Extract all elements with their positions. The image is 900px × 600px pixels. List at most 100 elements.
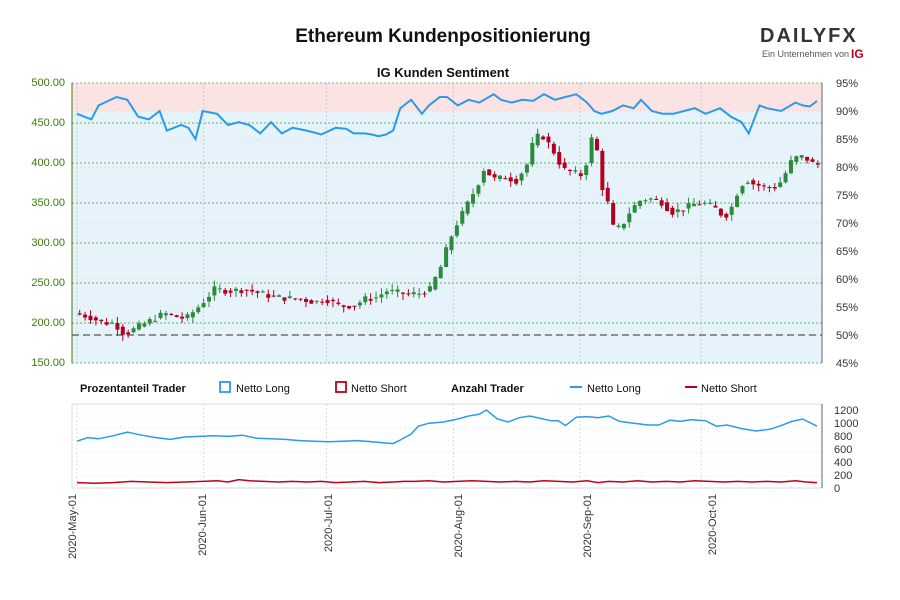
y-axis-left: 500.00 450.00 400.00 350.00 300.00 250.0…: [31, 77, 65, 369]
candle-body: [621, 223, 626, 229]
candle-body: [594, 139, 599, 151]
y2-tick-label: 95%: [836, 78, 858, 90]
legend: Prozentanteil Trader Netto Long Netto Sh…: [80, 381, 757, 395]
candle-body: [627, 213, 632, 223]
candle-body: [778, 182, 783, 187]
candle-body: [250, 289, 255, 292]
candle-body: [427, 286, 432, 292]
count-grid: [72, 404, 822, 489]
candle-body: [799, 155, 804, 158]
y-tick-label: 450.00: [31, 117, 65, 129]
candle-body: [691, 203, 696, 207]
candle-body: [745, 182, 750, 184]
candle-body: [729, 206, 734, 215]
y-tick-label: 250.00: [31, 277, 65, 289]
candle-body: [384, 291, 389, 295]
candle-body: [568, 169, 573, 171]
legend-count-long: Netto Long: [587, 383, 641, 395]
candle-body: [481, 170, 486, 183]
y2-tick-label: 55%: [836, 302, 858, 314]
candle-body: [686, 203, 691, 209]
candle-body: [93, 317, 98, 321]
candle-body: [363, 296, 368, 303]
candle-body: [454, 225, 459, 236]
candle-body: [497, 175, 502, 179]
candle-body: [131, 328, 136, 333]
candle-body: [670, 207, 675, 215]
count-panel: 1200 1000 800 600 400 200 0: [71, 403, 858, 495]
candle-body: [411, 292, 416, 295]
dailyfx-logo: DAILYFX Ein Unternehmen von IG: [760, 25, 864, 61]
candle-body: [142, 323, 147, 327]
candle-body: [718, 208, 723, 216]
candle-body: [77, 313, 82, 315]
candle-body: [600, 151, 605, 191]
candle-body: [788, 160, 793, 174]
y3-tick-label: 1200: [834, 405, 858, 417]
candle-body: [298, 298, 303, 300]
candle-body: [514, 179, 519, 184]
candle-body: [217, 288, 222, 290]
candle-body: [368, 299, 373, 301]
candle-body: [266, 294, 271, 298]
candle-body: [665, 202, 670, 211]
candle-body: [659, 200, 664, 206]
y2-tick-label: 85%: [836, 134, 858, 146]
count-short-line: [76, 478, 818, 484]
candle-body: [406, 293, 411, 295]
candle-body: [244, 289, 249, 291]
candle-body: [180, 316, 185, 319]
long-zone: [72, 111, 822, 363]
candle-body: [546, 136, 551, 143]
y3-axis: 1200 1000 800 600 400 200 0: [834, 405, 858, 495]
candle-body: [708, 202, 713, 204]
candle-body: [174, 315, 179, 317]
candle-body: [282, 297, 287, 301]
candle-body: [735, 195, 740, 207]
candle-body: [762, 185, 767, 187]
candle-body: [336, 302, 341, 304]
candle-body: [805, 156, 810, 161]
candle-body: [815, 163, 820, 165]
candle-body: [584, 165, 589, 175]
candle-body: [562, 162, 567, 169]
y2-tick-label: 80%: [836, 162, 858, 174]
candle-body: [352, 305, 357, 307]
logo-sub: Ein Unternehmen von: [762, 49, 849, 59]
candle-body: [713, 205, 718, 208]
candle-body: [654, 199, 659, 200]
candle-body: [616, 225, 621, 227]
candle-body: [535, 133, 540, 146]
candle-body: [260, 291, 265, 293]
candle-body: [374, 297, 379, 299]
x-axis: 2020-May-01 2020-Jun-01 2020-Jul-01 2020…: [67, 494, 719, 559]
candle-body: [196, 307, 201, 313]
candle-body: [293, 298, 298, 300]
candle-body: [185, 314, 190, 319]
y2-tick-label: 70%: [836, 218, 858, 230]
candle-body: [304, 299, 309, 302]
y3-tick-label: 400: [834, 457, 852, 469]
candle-body: [810, 159, 815, 162]
y-tick-label: 350.00: [31, 197, 65, 209]
candle-body: [158, 312, 163, 319]
candle-body: [88, 315, 93, 321]
y3-tick-label: 800: [834, 431, 852, 443]
y2-tick-label: 65%: [836, 246, 858, 258]
candle-body: [767, 187, 772, 188]
candle-body: [632, 205, 637, 213]
legend-short-swatch: [335, 381, 347, 393]
candle-body: [330, 299, 335, 302]
candle-body: [794, 156, 799, 162]
candle-body: [756, 183, 761, 186]
candle-body: [449, 236, 454, 251]
candle-body: [169, 313, 174, 315]
x-tick-label: 2020-Oct-01: [707, 494, 719, 555]
x-tick-label: 2020-Jul-01: [323, 494, 335, 552]
candle-body: [115, 323, 120, 330]
candle-body: [341, 305, 346, 307]
candle-body: [471, 194, 476, 204]
candle-body: [347, 306, 352, 309]
candle-body: [99, 319, 104, 322]
candle-body: [433, 277, 438, 290]
